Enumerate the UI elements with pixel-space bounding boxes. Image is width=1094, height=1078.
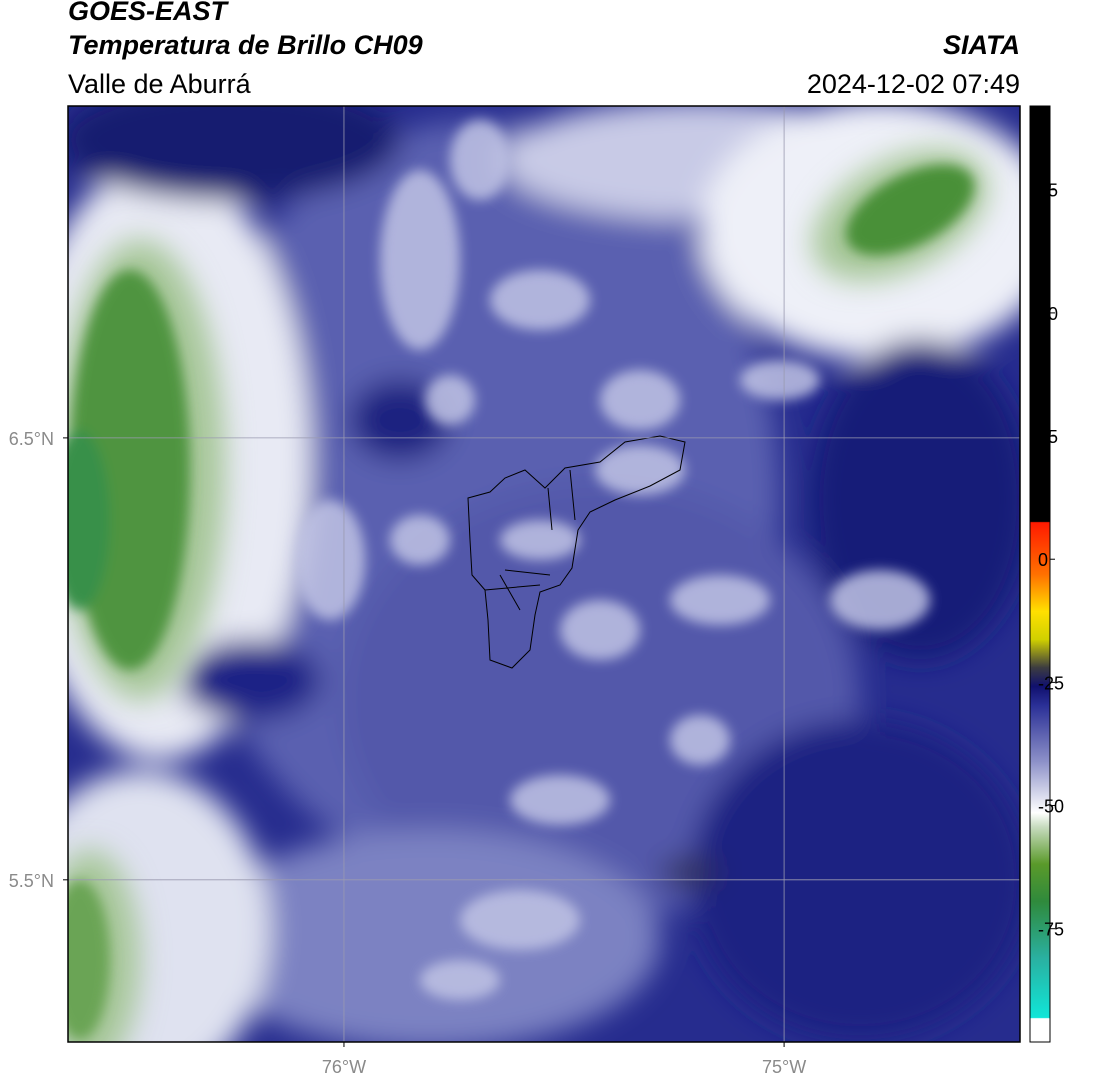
graticule — [68, 106, 1020, 1042]
lon-tick-label: 76°W — [322, 1057, 366, 1077]
colorbar-tick-label: -25 — [1038, 673, 1064, 693]
region: Valle de Aburrá — [68, 69, 252, 99]
colorbar-tick-label: 75 — [1038, 181, 1058, 201]
lon-tick-label: 75°W — [762, 1057, 806, 1077]
colorbar-tick-label: 50 — [1038, 304, 1058, 324]
subtitle: Temperatura de Brillo CH09 — [68, 30, 423, 60]
colorbar-tick-label: 0 — [1038, 550, 1048, 570]
colorbar-tick-label: 25 — [1038, 427, 1058, 447]
lat-tick-label: 6.5°N — [9, 429, 54, 449]
colorbar-tick-label: -75 — [1038, 920, 1064, 940]
timestamp: 2024-12-02 07:49 — [807, 69, 1020, 99]
title: GOES-EAST — [68, 0, 230, 26]
colorbar-tick-label: -50 — [1038, 797, 1064, 817]
colorbar — [1029, 105, 1051, 1043]
brand: SIATA — [943, 30, 1020, 60]
map-frame — [67, 105, 1021, 1043]
valley-boundary — [467, 435, 686, 669]
satellite-image — [68, 106, 1020, 1042]
lat-tick-label: 5.5°N — [9, 871, 54, 891]
